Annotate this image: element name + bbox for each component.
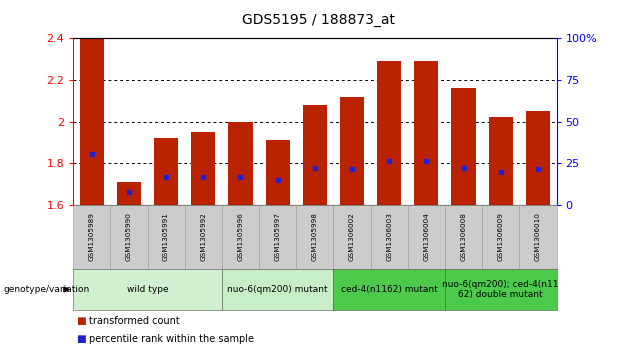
Bar — [452, 88, 476, 205]
Text: GSM1305997: GSM1305997 — [275, 212, 280, 261]
Text: ced-4(n1162) mutant: ced-4(n1162) mutant — [341, 285, 438, 294]
Text: GSM1306010: GSM1306010 — [535, 212, 541, 261]
Text: percentile rank within the sample: percentile rank within the sample — [89, 334, 254, 344]
Bar — [488, 118, 513, 205]
Text: genotype/variation: genotype/variation — [3, 285, 90, 294]
Text: GSM1306009: GSM1306009 — [498, 212, 504, 261]
Text: GSM1306008: GSM1306008 — [460, 212, 467, 261]
Text: ■: ■ — [76, 316, 86, 326]
Text: GSM1305996: GSM1305996 — [237, 212, 244, 261]
Text: GSM1305992: GSM1305992 — [200, 212, 206, 261]
Text: wild type: wild type — [127, 285, 169, 294]
Bar — [80, 38, 104, 205]
Text: ■: ■ — [76, 334, 86, 344]
Text: GSM1306004: GSM1306004 — [424, 212, 429, 261]
Text: GSM1305998: GSM1305998 — [312, 212, 318, 261]
Text: GSM1305989: GSM1305989 — [89, 212, 95, 261]
Bar — [526, 111, 550, 205]
Text: GSM1305990: GSM1305990 — [126, 212, 132, 261]
Bar — [303, 105, 327, 205]
Text: nuo-6(qm200) mutant: nuo-6(qm200) mutant — [227, 285, 328, 294]
Text: transformed count: transformed count — [89, 316, 180, 326]
Bar — [377, 61, 401, 205]
Text: GDS5195 / 188873_at: GDS5195 / 188873_at — [242, 13, 394, 27]
Bar — [340, 97, 364, 205]
Bar — [117, 182, 141, 205]
Bar — [414, 61, 438, 205]
Text: GSM1306003: GSM1306003 — [386, 212, 392, 261]
Text: nuo-6(qm200); ced-4(n11
62) double mutant: nuo-6(qm200); ced-4(n11 62) double mutan… — [443, 280, 559, 299]
Text: GSM1305991: GSM1305991 — [163, 212, 169, 261]
Bar — [228, 122, 252, 205]
Text: GSM1306002: GSM1306002 — [349, 212, 355, 261]
Bar — [191, 132, 216, 205]
Bar — [266, 140, 290, 205]
Bar — [154, 138, 178, 205]
